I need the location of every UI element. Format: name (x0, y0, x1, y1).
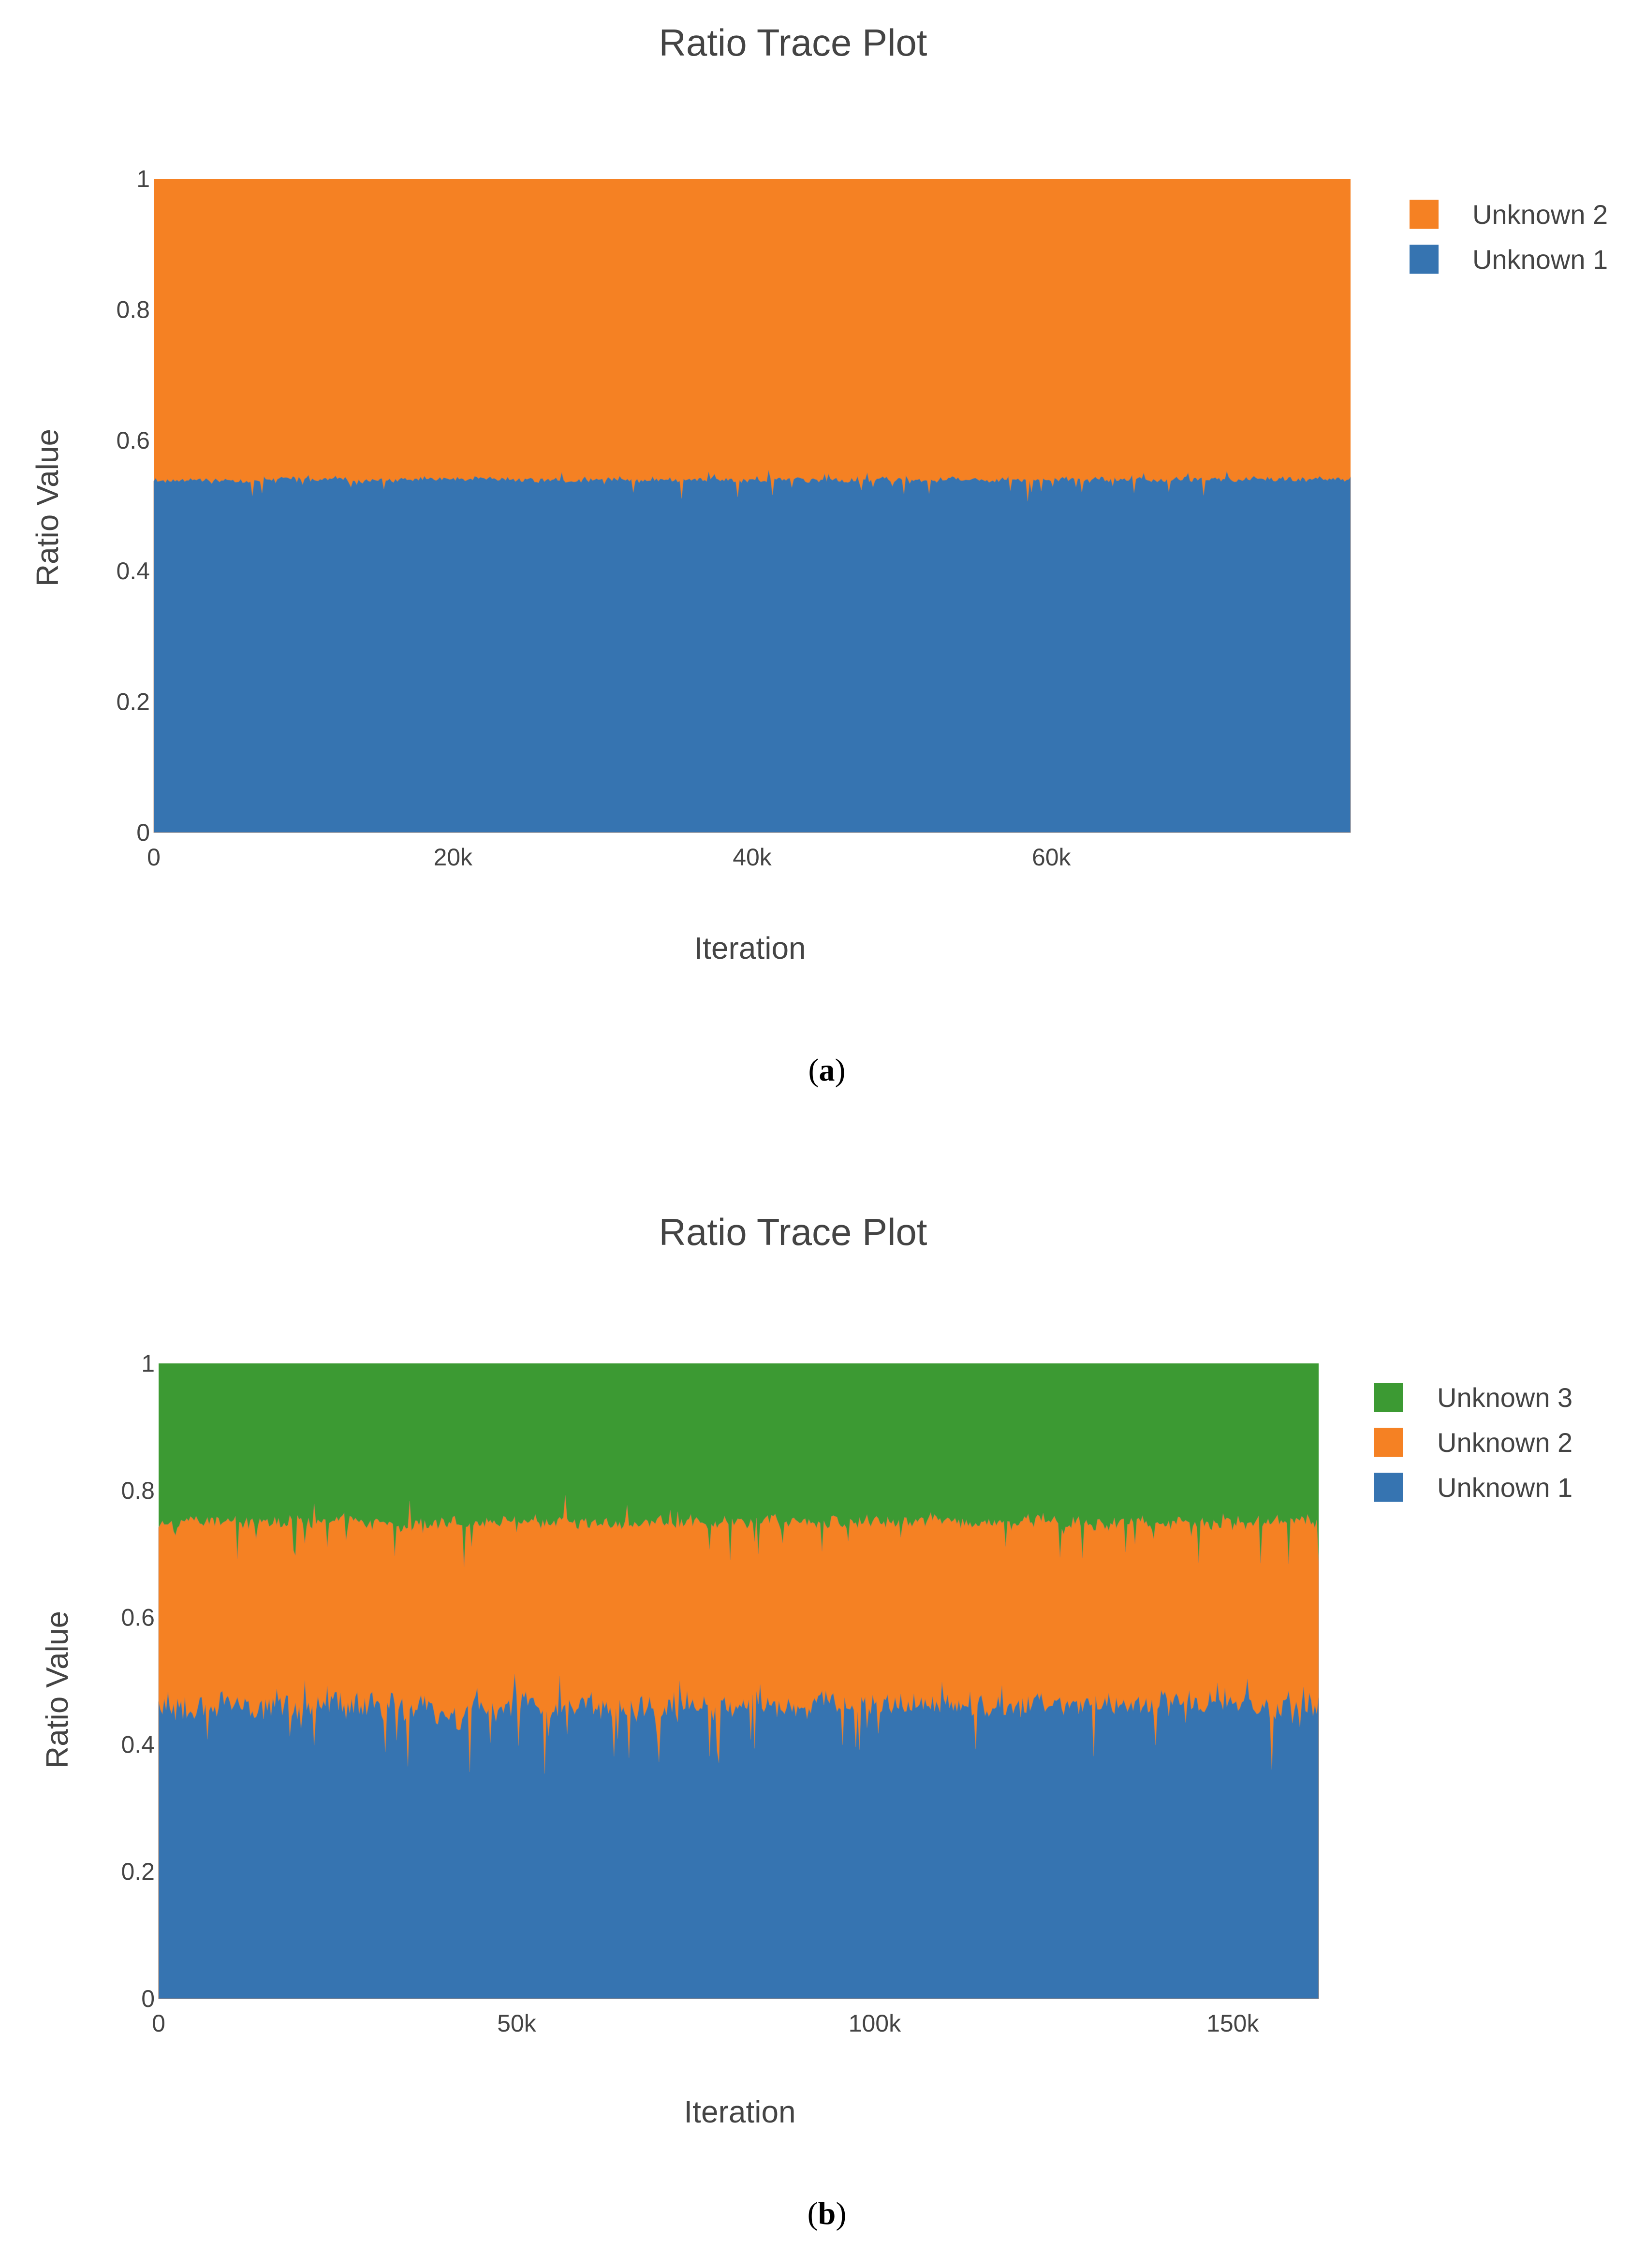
chart-a-x-tick-label: 0 (147, 844, 161, 871)
chart-a-caption: (a) (808, 1053, 846, 1088)
chart-a-plot-area (153, 179, 1351, 833)
chart-b-x-tick-label: 100k (849, 2010, 901, 2037)
chart-a-legend-swatch (1410, 200, 1439, 229)
chart-b-plot-area (158, 1363, 1319, 1999)
chart-b-legend: Unknown 3 Unknown 2 Unknown 1 (1374, 1382, 1572, 1503)
chart-b-x-axis: 0 50k 100k 150k (152, 2010, 1259, 2037)
chart-a-legend-label: Unknown 1 (1472, 244, 1608, 275)
chart-a-x-axis-title: Iteration (694, 931, 806, 966)
chart-a-y-tick-label: 0.4 (116, 557, 150, 585)
chart-a-y-tick-label: 0.8 (116, 296, 150, 323)
chart-a-caption-open: ( (808, 1053, 819, 1088)
chart-b-x-tick-label: 50k (497, 2010, 537, 2037)
chart-a-legend-swatch (1410, 245, 1439, 274)
chart-a-title: Ratio Trace Plot (659, 21, 927, 64)
chart-a-caption-close: ) (835, 1053, 846, 1088)
chart-b-y-axis: 0 0.2 0.4 0.6 0.8 1 (121, 1350, 155, 2012)
chart-b-y-axis-title: Ratio Value (40, 1611, 74, 1769)
chart-a-y-tick-label: 1 (136, 165, 150, 192)
chart-a-x-axis: 0 20k 40k 60k (147, 844, 1071, 871)
chart-a-y-axis: 0 0.2 0.4 0.6 0.8 1 (116, 165, 150, 846)
chart-b-y-tick-label: 0.2 (121, 1858, 155, 1885)
chart-b-legend-label: Unknown 3 (1437, 1382, 1572, 1413)
chart-b-y-tick-label: 1 (141, 1350, 155, 1377)
chart-b-x-tick-label: 150k (1206, 2010, 1259, 2037)
chart-b-y-tick-label: 0.8 (121, 1477, 155, 1504)
chart-a-y-tick-label: 0 (136, 819, 150, 846)
chart-b-y-tick-label: 0.6 (121, 1604, 155, 1631)
chart-b-legend-label: Unknown 1 (1437, 1472, 1572, 1503)
chart-b-legend-swatch (1374, 1473, 1403, 1502)
chart-b-title: Ratio Trace Plot (659, 1211, 927, 1253)
chart-b-y-tick-label: 0.4 (121, 1731, 155, 1758)
chart-b-caption-open: ( (808, 2196, 818, 2231)
chart-a-x-tick-label: 40k (733, 844, 772, 871)
chart-a-caption-letter: a (819, 1053, 835, 1088)
chart-a-x-tick-label: 60k (1032, 844, 1072, 871)
chart-a-legend-label: Unknown 2 (1472, 199, 1608, 230)
chart-b-caption-close: ) (836, 2196, 846, 2231)
chart-b-legend-swatch (1374, 1383, 1403, 1412)
chart-b: Ratio Trace Plot 0 0.2 0.4 0.6 0.8 1 0 50k 100k… (40, 1211, 1572, 2231)
chart-b-x-tick-label: 0 (152, 2010, 165, 2037)
chart-a-y-tick-label: 0.2 (116, 688, 150, 716)
chart-a-y-axis-title: Ratio Value (30, 429, 65, 586)
chart-b-legend-swatch (1374, 1428, 1403, 1457)
chart-b-caption: (b) (808, 2196, 847, 2231)
chart-b-x-axis-title: Iteration (684, 2094, 795, 2129)
chart-b-legend-label: Unknown 2 (1437, 1427, 1572, 1458)
chart-a-legend: Unknown 2 Unknown 1 (1410, 199, 1608, 275)
chart-b-y-tick-label: 0 (141, 1985, 155, 2012)
chart-a-y-tick-label: 0.6 (116, 427, 150, 454)
chart-a: Ratio Trace Plot 0 0.2 0.4 0.6 0.8 1 0 20k 40k 6… (30, 21, 1608, 1088)
chart-a-x-tick-label: 20k (433, 844, 473, 871)
chart-a-area-unknown-1 (153, 470, 1351, 833)
chart-b-area-unknown-1 (158, 1674, 1319, 1999)
chart-b-caption-letter: b (818, 2196, 836, 2231)
